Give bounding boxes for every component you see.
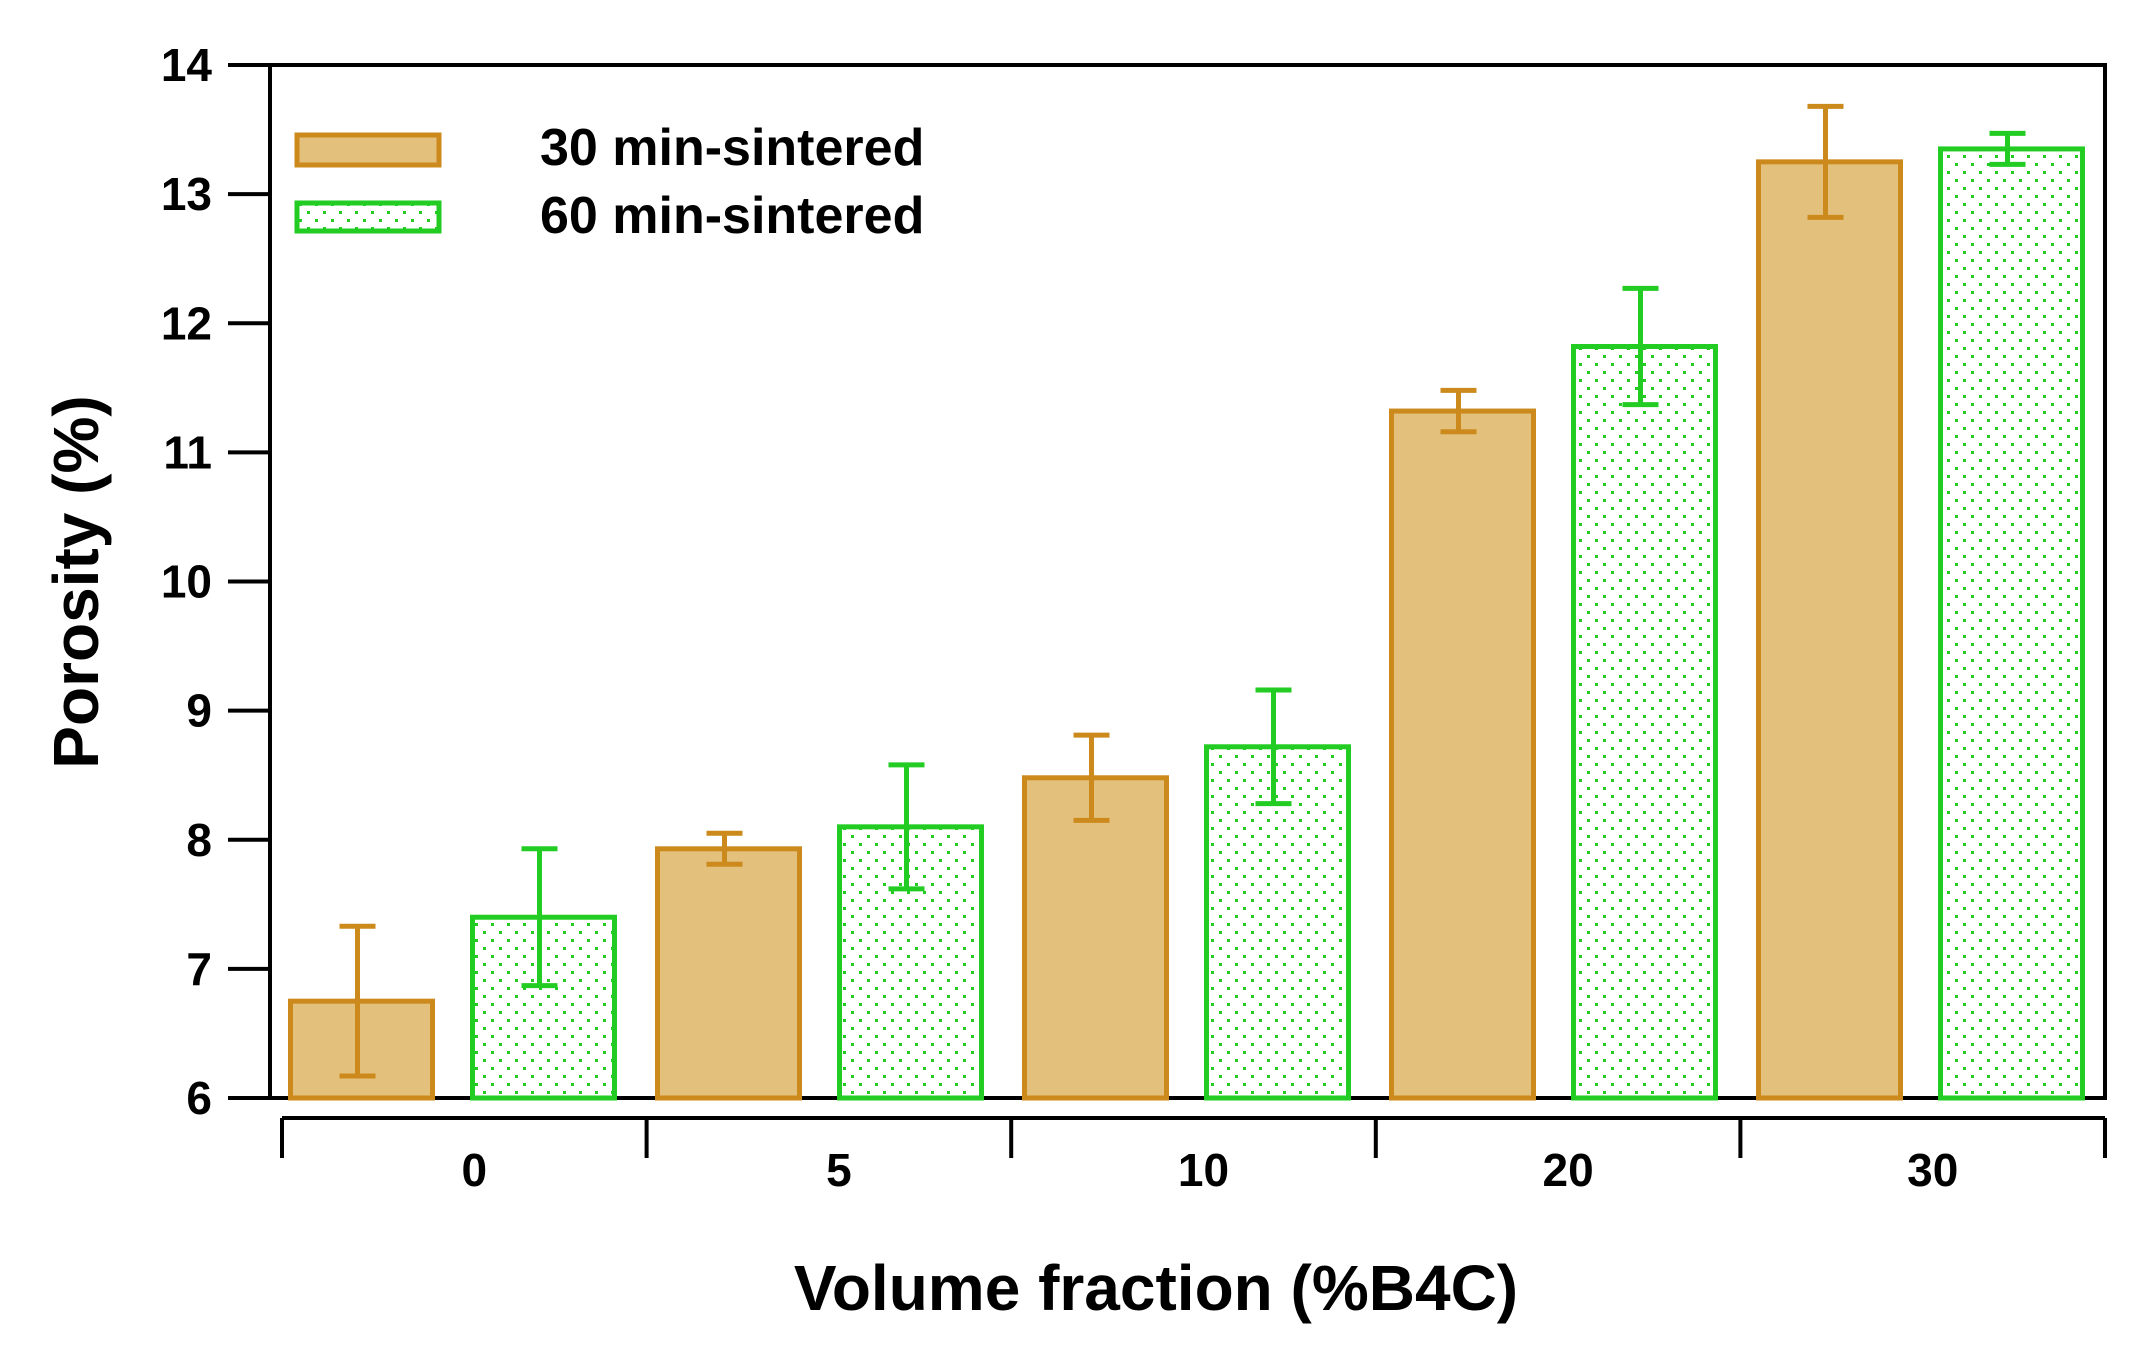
legend: 30 min-sintered 60 min-sintered [294,119,924,245]
y-tick-label: 7 [186,943,212,995]
legend-swatch-60-min [294,200,442,234]
y-axis: 6 7 8 9 10 11 12 13 14 [161,39,270,1124]
y-tick-label: 13 [161,168,212,220]
x-tick-label: 0 [462,1144,488,1196]
bar-30min-0 [288,998,435,1101]
x-tick-label: 20 [1543,1144,1594,1196]
y-tick-label: 9 [186,685,212,737]
x-tick-label: 10 [1178,1144,1229,1196]
x-tick-label: 5 [826,1144,852,1196]
bar-30min-5 [655,846,802,1101]
y-tick-label: 6 [186,1072,212,1124]
bar-60min-10 [1204,744,1351,1101]
bar-60min-20 [1571,343,1718,1101]
y-axis-title: Porosity (%) [40,395,112,768]
x-axis-title: Volume fraction (%B4C) [794,1252,1518,1324]
y-tick-label: 10 [161,556,212,608]
legend-swatch-30-min [294,132,442,168]
y-tick-label: 8 [186,814,212,866]
error-bars [339,103,2026,1079]
bar-60min-30 [1938,146,2085,1101]
bar-60min-5 [837,824,984,1101]
bar-30min-20 [1389,408,1536,1101]
x-axis: 0 5 10 20 30 [280,1116,2107,1196]
y-tick-label: 14 [161,39,213,91]
x-tick-label: 30 [1907,1144,1958,1196]
legend-label-60-min: 60 min-sintered [540,187,924,245]
y-tick-label: 11 [163,426,212,478]
bars [288,146,2085,1101]
legend-label-30-min: 30 min-sintered [540,119,924,177]
y-tick-label: 12 [161,297,212,349]
bar-30min-30 [1756,159,1903,1101]
bar-60min-0 [470,914,617,1101]
bar-30min-10 [1022,775,1169,1101]
